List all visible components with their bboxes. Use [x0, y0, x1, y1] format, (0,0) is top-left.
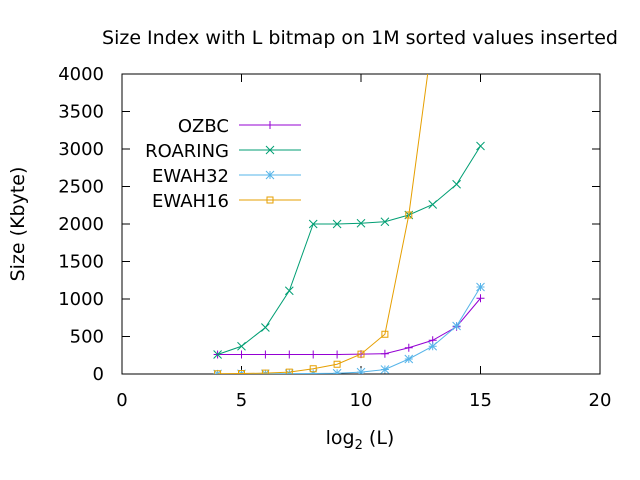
data-point	[332, 219, 342, 229]
data-point	[452, 179, 461, 189]
y-tick-label: 1500	[58, 252, 104, 273]
data-point	[214, 370, 222, 374]
y-tick-label: 0	[93, 364, 104, 385]
data-point	[238, 370, 245, 374]
data-point	[284, 286, 294, 296]
data-point	[261, 369, 269, 374]
legend-marker	[266, 121, 274, 129]
data-point	[381, 330, 389, 338]
data-point	[332, 368, 342, 374]
x-axis-label-subscript: 2	[355, 438, 363, 453]
legend-label: ROARING	[145, 141, 229, 162]
data-point	[308, 219, 318, 229]
legend-marker	[265, 145, 275, 155]
y-tick-label: 4000	[58, 64, 104, 85]
x-axis-label-rest: (L)	[363, 427, 394, 449]
data-point	[237, 341, 246, 351]
data-point	[237, 350, 246, 359]
data-point	[285, 368, 293, 374]
series-roaring	[213, 141, 485, 359]
data-point	[285, 350, 294, 359]
data-point	[476, 294, 485, 303]
series-line	[217, 145, 481, 355]
legend: OZBC ROARING EWAH32 EWAH16	[145, 116, 301, 212]
y-tick-label: 2500	[58, 177, 104, 198]
data-point	[333, 360, 341, 368]
series-line	[217, 286, 481, 374]
y-tick-label: 3500	[58, 102, 104, 123]
data-point	[404, 343, 413, 352]
data-point	[404, 354, 414, 364]
data-point	[452, 321, 461, 331]
x-tick-label: 5	[236, 390, 247, 411]
x-axis-label-base: log	[326, 427, 355, 449]
y-axis: 0 500 1000 1500 2000 2500 3000 3500 4000	[58, 64, 600, 385]
series-line	[217, 297, 481, 355]
series-layer	[213, 74, 485, 374]
legend-item-roaring: ROARING	[145, 141, 301, 162]
data-point	[357, 350, 365, 358]
series-line	[217, 74, 429, 374]
legend-item-ewah32: EWAH32	[152, 166, 301, 187]
legend-marker	[265, 170, 275, 180]
x-axis: 0 5 10 15 20	[116, 74, 611, 411]
legend-label: EWAH16	[152, 191, 229, 212]
y-tick-label: 1000	[58, 289, 104, 310]
data-point	[405, 211, 413, 219]
x-tick-label: 0	[116, 390, 127, 411]
x-tick-label: 20	[589, 390, 612, 411]
y-tick-label: 500	[70, 327, 104, 348]
x-axis-label: log2 (L)	[326, 427, 395, 453]
x-tick-label: 15	[469, 390, 492, 411]
legend-item-ozbc: OZBC	[178, 116, 301, 137]
legend-marker	[266, 196, 274, 204]
legend-label: OZBC	[178, 116, 229, 137]
data-point	[356, 218, 366, 228]
data-point	[333, 350, 342, 359]
data-point	[309, 365, 317, 373]
data-point	[380, 349, 389, 358]
data-point	[309, 350, 318, 359]
data-point	[380, 217, 390, 227]
data-point	[428, 200, 438, 209]
y-axis-label: Size (Kbyte)	[7, 167, 29, 282]
series-ewah32	[213, 282, 485, 374]
y-tick-label: 2000	[58, 214, 104, 235]
data-point	[213, 350, 222, 359]
series-ozbc	[213, 294, 485, 359]
data-point	[380, 365, 390, 374]
data-point	[261, 350, 270, 359]
x-tick-label: 10	[350, 390, 373, 411]
series-ewah16	[214, 74, 429, 374]
data-point	[261, 323, 270, 332]
data-point	[476, 141, 485, 151]
legend-item-ewah16: EWAH16	[152, 191, 301, 212]
data-point	[476, 282, 485, 292]
data-point	[428, 341, 438, 351]
chart-title: Size Index with L bitmap on 1M sorted va…	[102, 27, 618, 49]
legend-label: EWAH32	[152, 166, 229, 187]
y-tick-label: 3000	[58, 139, 104, 160]
data-point	[356, 367, 366, 374]
